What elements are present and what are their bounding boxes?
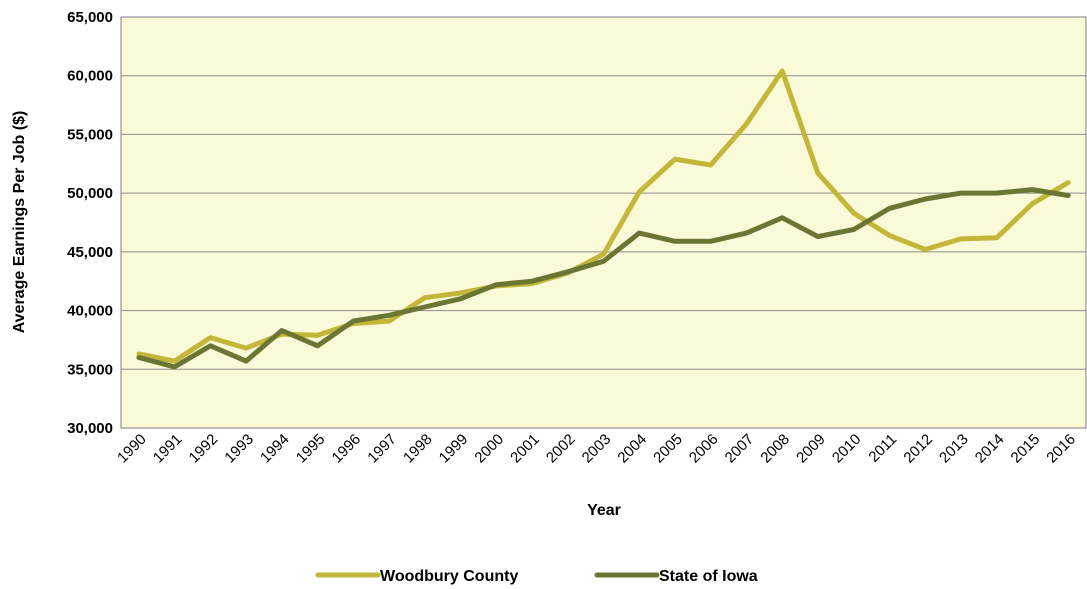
y-tick-label: 40,000 xyxy=(67,303,113,320)
x-tick-label: 2009 xyxy=(793,431,829,467)
x-tick-label: 2002 xyxy=(543,431,579,467)
x-tick-label: 1990 xyxy=(114,431,150,467)
y-tick-label: 65,000 xyxy=(67,9,113,26)
x-tick-label: 2003 xyxy=(579,431,615,467)
legend-label-woodbury-county: Woodbury County xyxy=(380,568,518,585)
x-tick-label: 2012 xyxy=(900,431,936,467)
x-tick-label: 2015 xyxy=(1008,431,1044,467)
x-tick-label: 2000 xyxy=(471,431,507,467)
legend: Woodbury County State of Iowa xyxy=(315,568,758,585)
x-tick-label: 1993 xyxy=(221,431,257,467)
y-tick-label: 50,000 xyxy=(67,185,113,202)
x-tick-label: 2006 xyxy=(686,431,722,467)
x-tick-label: 2016 xyxy=(1043,431,1079,467)
y-axis-ticks: 30,000 35,000 40,000 45,000 50,000 55,000 60,0… xyxy=(67,9,113,437)
x-tick-label: 1992 xyxy=(186,431,222,467)
x-tick-label: 1999 xyxy=(436,431,472,467)
legend-label-state-of-iowa: State of Iowa xyxy=(659,568,758,585)
series-line-state-of-iowa xyxy=(136,187,1071,370)
x-tick-label: 1991 xyxy=(150,431,186,467)
x-tick-label: 1995 xyxy=(293,431,329,467)
x-tick-label: 2001 xyxy=(507,431,543,467)
x-tick-label: 2008 xyxy=(757,431,793,467)
x-tick-label: 1996 xyxy=(329,431,365,467)
x-tick-label: 2013 xyxy=(936,431,972,467)
x-tick-label: 2011 xyxy=(865,431,900,466)
x-axis-title: Year xyxy=(587,502,621,519)
x-axis-ticks: 1990 1991 1992 1993 1994 1995 1996 1997 1998 1999… xyxy=(114,431,1079,467)
y-tick-label: 55,000 xyxy=(67,126,113,143)
y-axis-title: Average Earnings Per Job ($) xyxy=(11,111,28,334)
y-tick-label: 45,000 xyxy=(67,244,113,261)
x-tick-label: 2004 xyxy=(614,431,650,467)
y-tick-label: 35,000 xyxy=(67,361,113,378)
x-tick-label: 2007 xyxy=(722,431,758,467)
plot-area xyxy=(120,16,1087,429)
x-tick-label: 2010 xyxy=(829,431,865,467)
y-tick-label: 30,000 xyxy=(67,420,113,437)
series-lines xyxy=(136,68,1071,370)
x-tick-label: 2005 xyxy=(650,431,686,467)
x-tick-label: 1997 xyxy=(364,431,400,467)
y-tick-label: 60,000 xyxy=(67,68,113,85)
x-tick-label: 1998 xyxy=(400,431,436,467)
x-tick-label: 1994 xyxy=(257,431,293,467)
x-tick-label: 2014 xyxy=(972,431,1008,467)
